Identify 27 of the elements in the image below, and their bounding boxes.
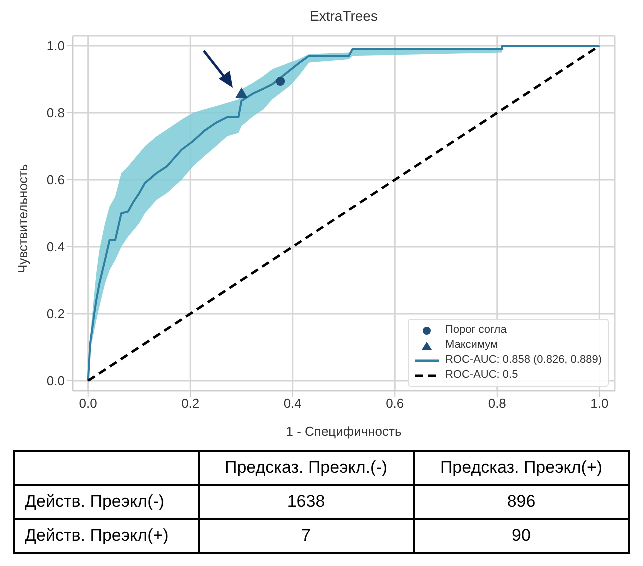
chart-title: ExtraTrees [309, 8, 379, 26]
text: 896 [414, 485, 629, 519]
text: 1638 [198, 485, 414, 519]
y-tick-label: 0.8 [46, 106, 65, 121]
legend-label: Порог согла [445, 323, 507, 338]
y-tick-label: 1.0 [46, 38, 65, 54]
x-axis-title: 1 - Специфичность [286, 424, 402, 439]
y-tick-label: 0.0 [46, 374, 65, 389]
y-tick-label: 0.2 [46, 306, 65, 322]
x-tick-label: 0.8 [488, 396, 506, 412]
x-tick-label: 0.2 [182, 396, 200, 412]
x-tick-label: 0.6 [386, 396, 404, 412]
text: 90 [414, 519, 629, 553]
y-axis-title: Чувствительность [16, 164, 31, 274]
y-tick-label: 0.6 [46, 172, 65, 188]
text: Действ. Преэкл(+) [14, 519, 198, 553]
legend-label: Максимум [445, 338, 498, 353]
x-tick-label: 0.0 [79, 396, 98, 412]
text: Предсказ. Преэкл.(-) [198, 451, 414, 485]
text: 7 [198, 519, 414, 553]
legend-label: ROC-AUC: 0.858 (0.826, 0.889) [445, 353, 602, 368]
y-tick-label: 0.4 [46, 240, 65, 255]
x-tick-label: 0.4 [284, 396, 302, 412]
x-tick-label: 1.0 [590, 396, 609, 412]
text: Действ. Преэкл(-) [14, 485, 198, 519]
text: Предсказ. Преэкл(+) [414, 451, 629, 485]
legend-label: ROC-AUC: 0.5 [445, 368, 518, 383]
